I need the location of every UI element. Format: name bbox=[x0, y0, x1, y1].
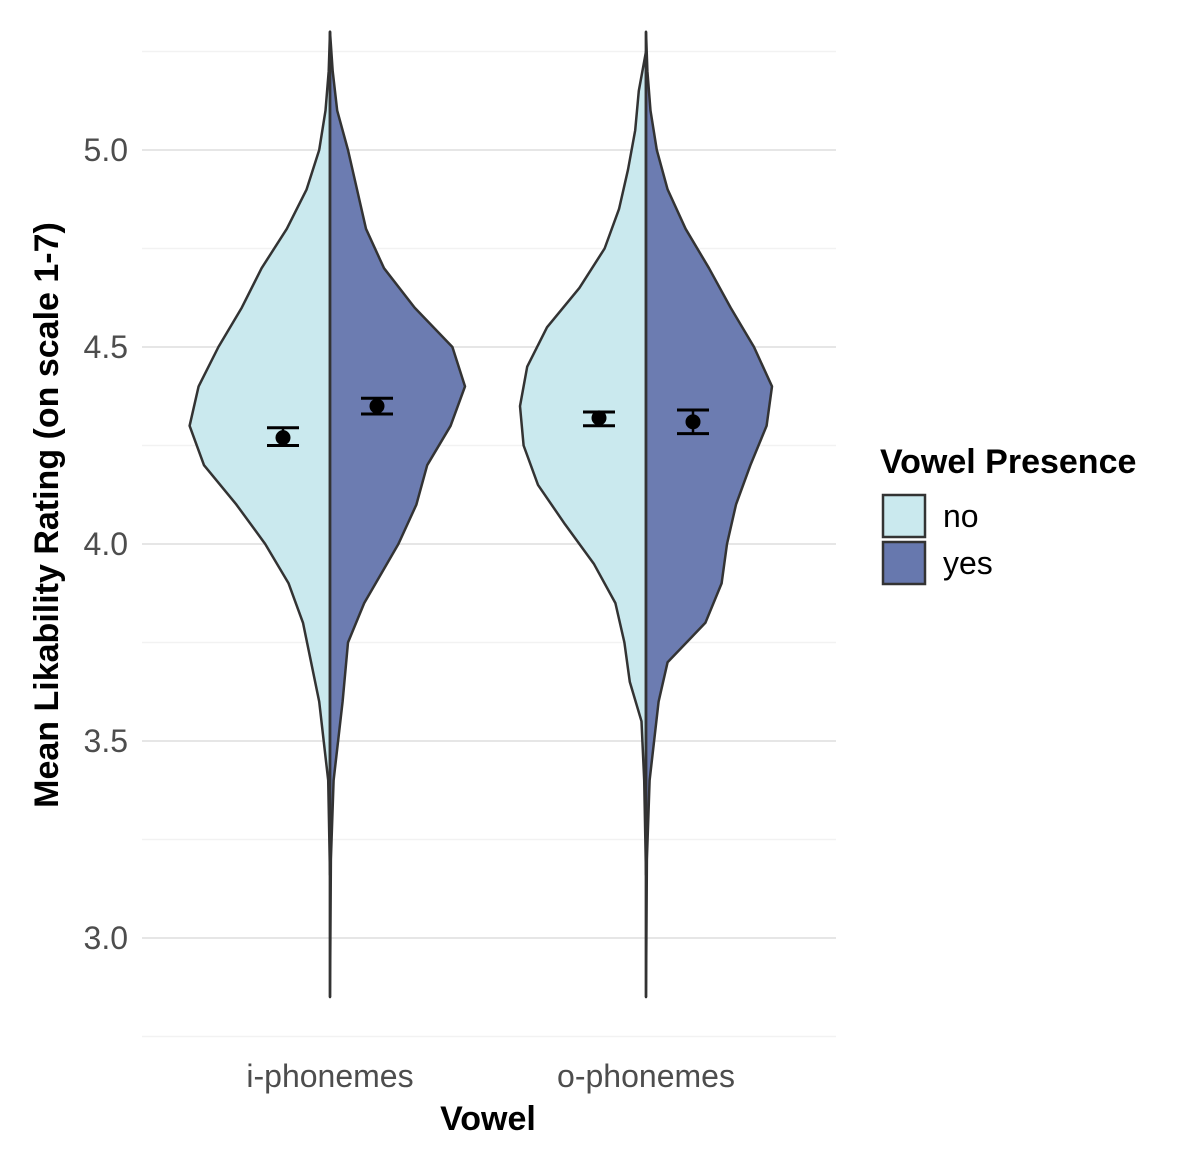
legend-swatch-no bbox=[881, 493, 927, 539]
grid-lines bbox=[142, 50, 836, 1038]
mean-point-no-o-phonemes bbox=[591, 410, 607, 426]
legend-swatch-yes bbox=[881, 540, 927, 586]
x-tick-label: i-phonemes bbox=[246, 1058, 413, 1094]
violin-half-yes-i-phonemes bbox=[328, 30, 467, 999]
mean-point-yes-i-phonemes bbox=[369, 398, 385, 414]
violins bbox=[188, 30, 774, 999]
y-tick-label: 3.0 bbox=[84, 920, 128, 956]
y-tick-label: 4.5 bbox=[84, 329, 128, 365]
legend: Vowel Presence no yes bbox=[880, 443, 1136, 586]
violin-half-no-o-phonemes bbox=[518, 50, 648, 877]
y-tick-label: 5.0 bbox=[84, 132, 128, 168]
legend-label-yes: yes bbox=[943, 545, 993, 581]
legend-label-no: no bbox=[943, 498, 979, 534]
y-tick-label: 3.5 bbox=[84, 723, 128, 759]
violin-half-no-i-phonemes bbox=[188, 30, 332, 877]
x-tick-label: o-phonemes bbox=[557, 1058, 735, 1094]
violin-half-yes-o-phonemes bbox=[644, 30, 774, 999]
x-axis-title: Vowel bbox=[440, 1100, 536, 1138]
error-bars bbox=[267, 396, 709, 447]
y-axis-title: Mean Likability Rating (on scale 1-7) bbox=[28, 222, 66, 808]
y-tick-label: 4.0 bbox=[84, 526, 128, 562]
mean-point-no-i-phonemes bbox=[275, 430, 291, 446]
mean-point-yes-o-phonemes bbox=[685, 414, 701, 430]
legend-title: Vowel Presence bbox=[880, 443, 1136, 481]
x-tick-labels: i-phonemes o-phonemes bbox=[246, 1058, 735, 1094]
y-tick-labels: 3.0 3.5 4.0 4.5 5.0 bbox=[84, 132, 128, 956]
